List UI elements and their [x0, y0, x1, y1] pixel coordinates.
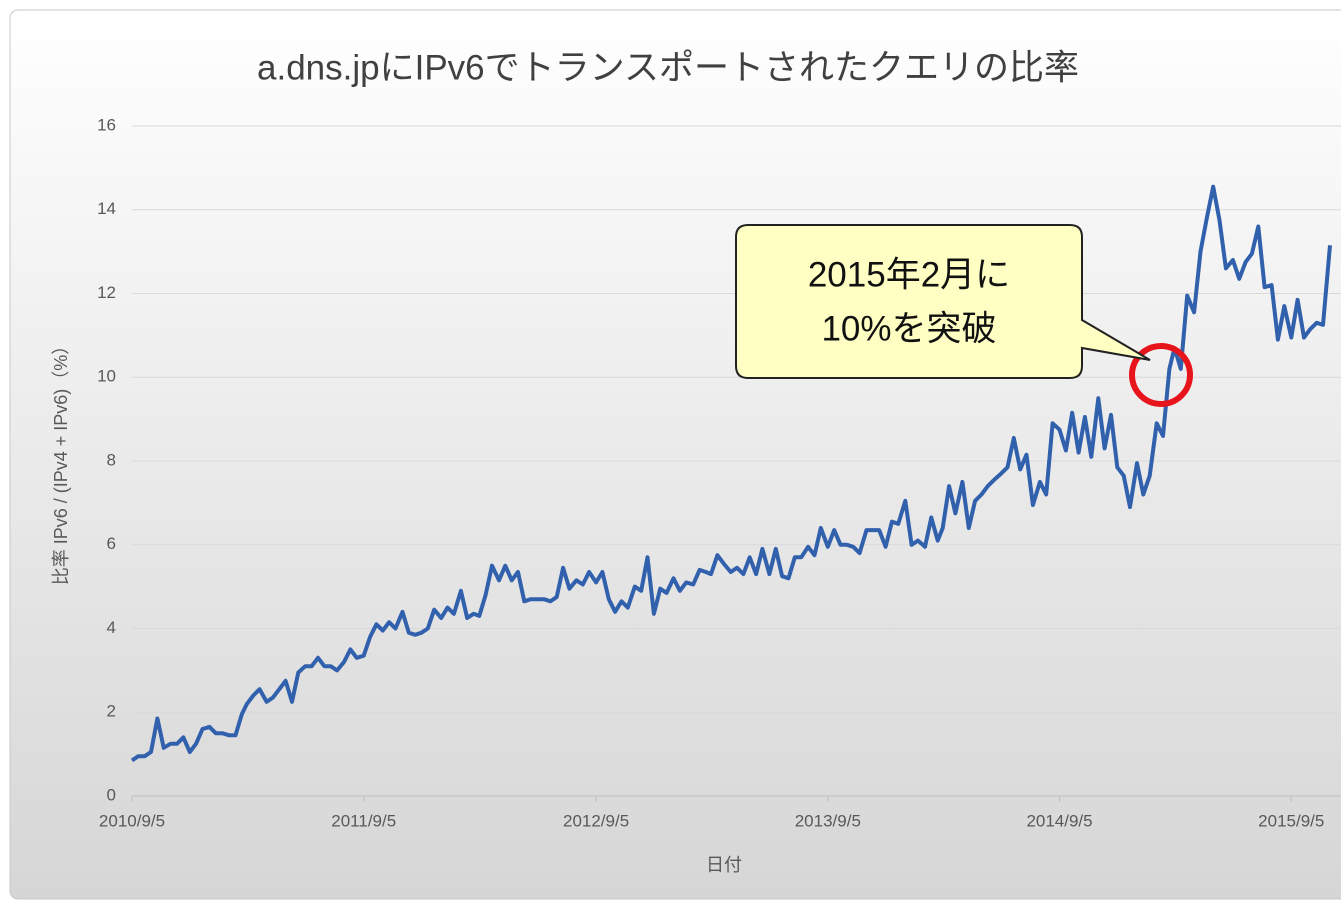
x-tick-label: 2012/9/5: [563, 811, 629, 830]
y-tick-label: 4: [107, 618, 116, 637]
x-tick-label: 2015/9/5: [1258, 811, 1324, 830]
y-tick-label: 6: [107, 534, 116, 553]
y-tick-label: 16: [97, 115, 116, 134]
y-tick-label: 10: [97, 367, 116, 386]
chart-title: a.dns.jpにIPv6でトランスポートされたクエリの比率: [257, 48, 1079, 87]
grid: 0 2 4 6 8 10 12 14 16 2010/9/5 2011/9/5 2012/9/5 201…: [97, 115, 1341, 830]
callout-text: 2015年2月に: [808, 255, 1010, 294]
callout-text: 10%を突破: [821, 309, 996, 348]
x-tick-label: 2013/9/5: [795, 811, 861, 830]
x-tick-label: 2014/9/5: [1026, 811, 1092, 830]
y-tick-label: 8: [107, 450, 116, 469]
highlight-circle: [1129, 343, 1193, 407]
x-axis-label: 日付: [706, 855, 742, 875]
x-tick-label: 2011/9/5: [331, 811, 396, 830]
y-tick-label: 14: [97, 199, 116, 218]
callout: [735, 224, 1151, 379]
y-tick-label: 12: [97, 283, 116, 302]
y-tick-label: 2: [107, 702, 116, 721]
chart-background: [9, 9, 1341, 900]
data-line: [130, 184, 1332, 763]
plot: [130, 184, 1332, 763]
y-tick-label: 0: [107, 785, 116, 804]
y-axis-label: 比率 IPv6 / (IPv4 + IPv6)（%）: [51, 337, 71, 586]
x-tick-label: 2010/9/5: [99, 811, 165, 830]
